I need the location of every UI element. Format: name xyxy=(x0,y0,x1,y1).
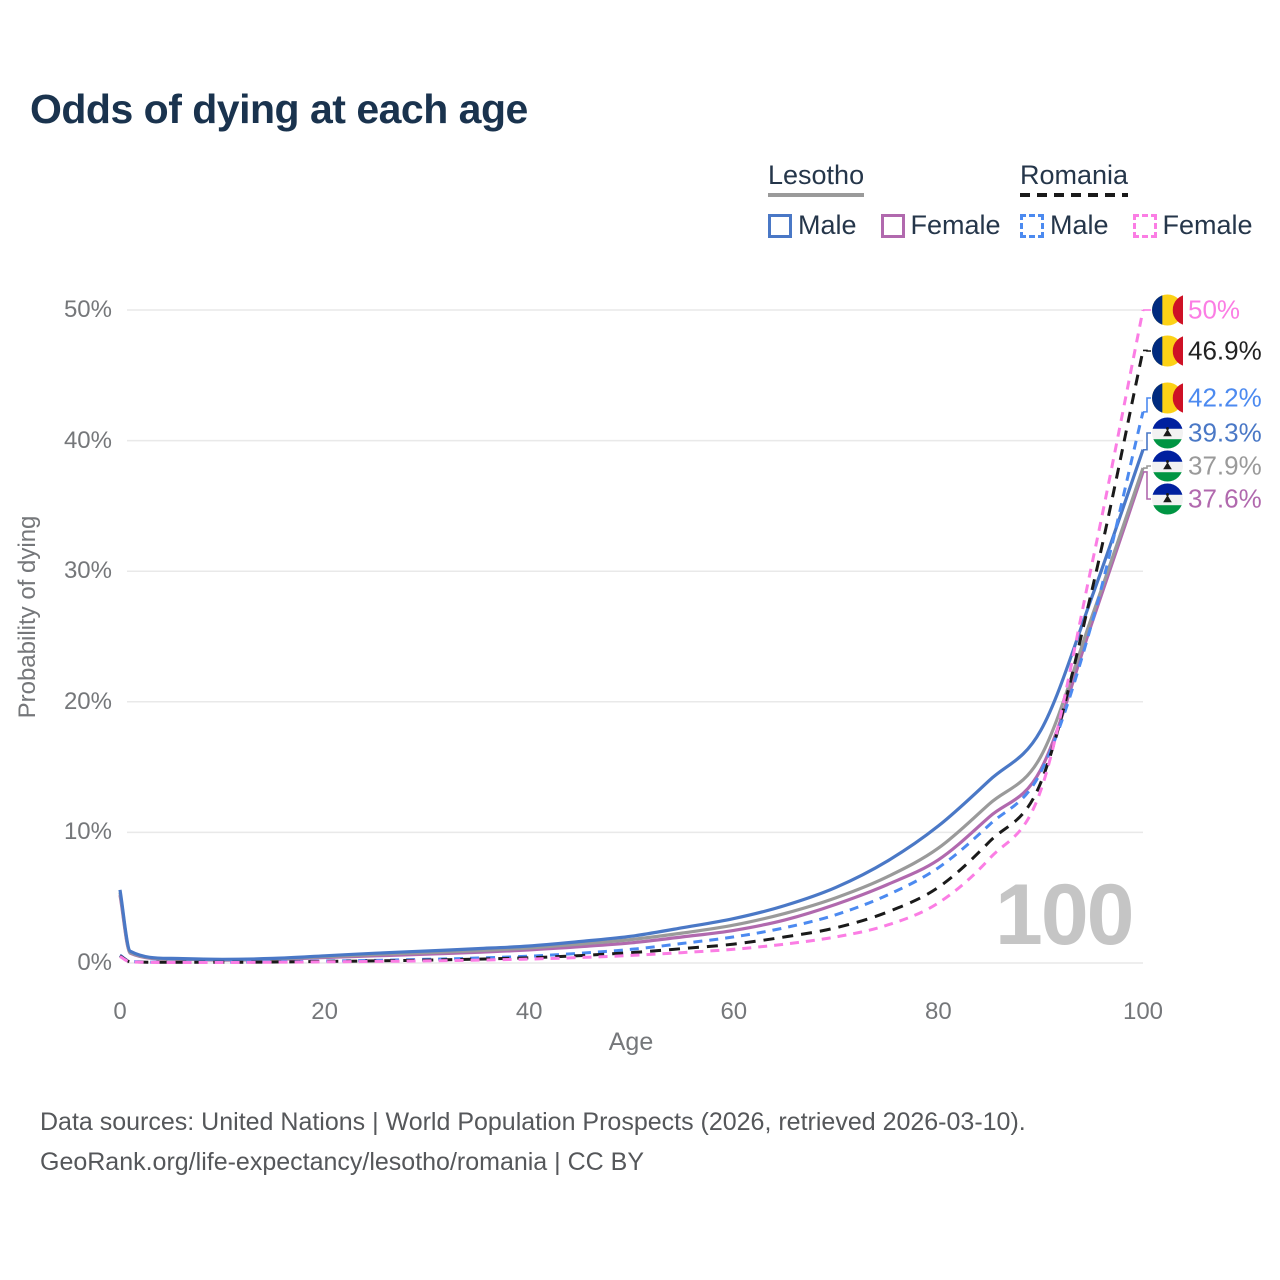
series-line-lesotho xyxy=(118,467,1145,962)
footer-attribution: GeoRank.org/life-expectancy/lesotho/roma… xyxy=(40,1148,645,1176)
legend-item-romania-male[interactable]: Male xyxy=(1020,210,1109,241)
label-leader-line xyxy=(1143,349,1151,352)
label-leader-line xyxy=(1143,397,1151,413)
legend-item-label: Female xyxy=(1162,210,1253,240)
y-tick-label: 20% xyxy=(63,687,112,715)
end-label-lesotho-male: 39.3% xyxy=(1152,417,1262,449)
label-leader-line xyxy=(1143,432,1151,451)
x-tick-label: 80 xyxy=(925,998,952,1025)
footer-data-sources: Data sources: United Nations | World Pop… xyxy=(40,1108,1026,1136)
legend-swatch[interactable] xyxy=(1020,213,1044,238)
legend-item-label: Male xyxy=(798,210,857,240)
legend-item-label: Female xyxy=(910,210,1001,240)
legend-item-label: Male xyxy=(1050,210,1109,240)
label-leader-line xyxy=(1143,471,1151,500)
x-tick-label: 40 xyxy=(515,998,543,1025)
series-line-romania xyxy=(119,350,1145,964)
legend-country-label: Romania xyxy=(1020,160,1129,201)
end-label-romania-female: 50% xyxy=(1152,294,1241,326)
x-tick-label: 20 xyxy=(311,998,338,1025)
x-tick-label: 0 xyxy=(113,998,127,1025)
legend-group-lesotho: Lesotho Male Female xyxy=(768,160,1017,241)
x-tick-label: 100 xyxy=(1122,998,1164,1025)
romania-flag-icon xyxy=(1152,335,1183,367)
legend-swatch[interactable] xyxy=(880,213,905,238)
legend-item-romania-female[interactable]: Female xyxy=(1132,210,1253,241)
end-label-value: 42.2% xyxy=(1188,382,1262,413)
lesotho-flag-icon xyxy=(1152,484,1183,515)
end-label-value: 39.3% xyxy=(1188,417,1262,448)
romania-flag-icon xyxy=(1152,294,1183,326)
legend-country-linestyle xyxy=(768,193,865,197)
legend-swatch[interactable] xyxy=(768,213,792,238)
legend-items-row: Male Female xyxy=(768,210,1017,241)
y-tick-label: 0% xyxy=(77,949,112,976)
end-label-value: 50% xyxy=(1188,294,1241,325)
y-tick-label: 40% xyxy=(63,426,112,454)
lesotho-flag-icon xyxy=(1152,451,1183,482)
legend-item-lesotho-male[interactable]: Male xyxy=(768,210,857,241)
legend-country-label: Lesotho xyxy=(768,160,865,201)
legend-country-linestyle xyxy=(1020,193,1129,197)
age-watermark: 100 xyxy=(995,867,1134,963)
end-label-value: 37.6% xyxy=(1188,483,1262,514)
page-title: Odds of dying at each age xyxy=(30,86,528,132)
lesotho-flag-icon xyxy=(1152,418,1183,449)
legend-items-row: Male Female xyxy=(1020,210,1269,241)
end-label-romania: 46.9% xyxy=(1152,335,1262,367)
y-axis-title: Probability of dying xyxy=(14,515,41,719)
end-label-value: 37.9% xyxy=(1188,450,1262,481)
romania-flag-icon xyxy=(1152,382,1183,414)
y-tick-label: 50% xyxy=(63,296,112,323)
series-line-romania-male xyxy=(119,411,1145,964)
legend-item-lesotho-female[interactable]: Female xyxy=(880,210,1001,241)
label-leader-line xyxy=(1143,465,1151,469)
series-line-romania-female xyxy=(119,309,1145,964)
y-tick-label: 30% xyxy=(63,557,112,585)
end-label-value: 46.9% xyxy=(1188,335,1262,366)
legend-group-romania: Romania Male Female xyxy=(1020,160,1269,241)
legend-swatch[interactable] xyxy=(1132,213,1157,238)
end-label-romania-male: 42.2% xyxy=(1152,382,1262,414)
x-tick-label: 60 xyxy=(720,998,748,1025)
series-line-lesotho-female xyxy=(118,471,1145,962)
series-line-lesotho-male xyxy=(118,449,1145,961)
y-tick-label: 10% xyxy=(63,818,112,846)
end-label-lesotho-female: 37.6% xyxy=(1152,483,1262,515)
end-label-lesotho: 37.9% xyxy=(1152,450,1262,482)
x-axis-title: Age xyxy=(608,1028,654,1056)
